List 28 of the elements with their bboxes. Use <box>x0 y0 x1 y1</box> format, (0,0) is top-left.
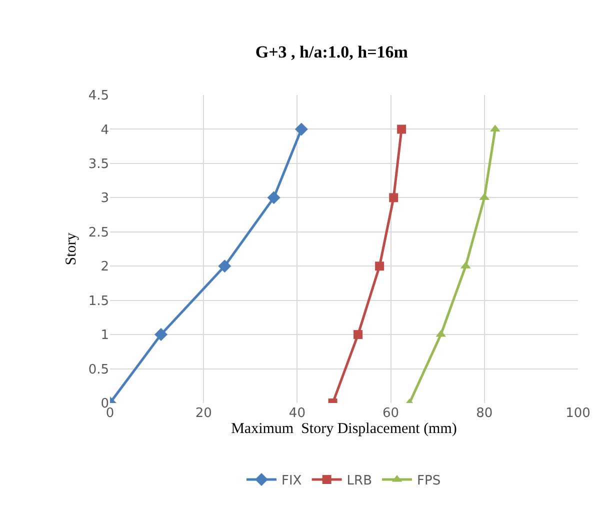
y-tick-label: 1.5 <box>88 294 109 309</box>
legend-label: LRB <box>346 474 372 489</box>
point <box>354 330 363 340</box>
y-tick-label: 2.5 <box>88 225 109 240</box>
point <box>267 191 280 204</box>
point <box>389 193 398 202</box>
y-tick-label: 4.5 <box>88 88 109 104</box>
legend-label: FIX <box>282 474 302 489</box>
point <box>218 260 232 273</box>
y-tick-label: 3 <box>100 191 109 206</box>
y-tick-label: 3.5 <box>88 156 109 172</box>
point <box>375 262 384 271</box>
x-tick-label: 20 <box>195 406 212 421</box>
y-tick-label: 1 <box>100 328 109 344</box>
point <box>294 122 308 136</box>
y-tick-label: 4 <box>100 122 109 138</box>
chart-title: G+3 , h/a:1.0, h=16m <box>255 42 408 62</box>
x-tick-label: 60 <box>382 406 400 421</box>
legend-label: FPS <box>417 474 441 489</box>
point <box>154 328 168 342</box>
y-axis-title: Story <box>64 232 80 266</box>
x-tick-label: 100 <box>566 406 590 421</box>
y-tick-label: 0.5 <box>88 362 109 378</box>
x-tick-label: 80 <box>476 406 493 421</box>
x-axis-title: Maximum Story Displacement (mm) <box>231 421 457 437</box>
y-tick-label: 2 <box>100 260 109 275</box>
point <box>397 124 406 134</box>
x-tick-label: 40 <box>288 406 306 421</box>
